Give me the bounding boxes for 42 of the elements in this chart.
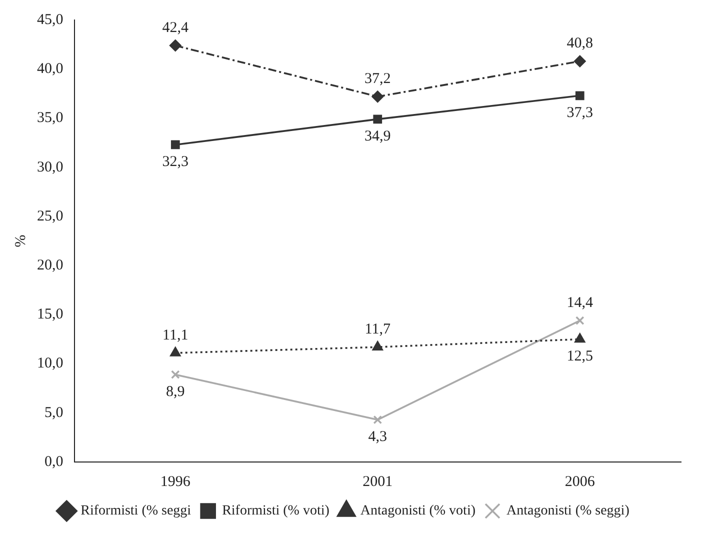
- y-tick-label: 35,0: [37, 110, 64, 126]
- y-axis-title: %: [12, 234, 29, 248]
- data-label: 4,3: [368, 429, 387, 446]
- legend-label: Riformisti (% seggi: [80, 504, 192, 519]
- data-label: 40,8: [566, 36, 593, 52]
- point: [169, 40, 182, 52]
- point: [574, 55, 586, 68]
- point: [574, 333, 586, 343]
- y-tick-label: 10,0: [37, 356, 64, 372]
- y-tick-label: 25,0: [37, 208, 64, 224]
- point: [575, 91, 584, 100]
- point: [372, 90, 384, 103]
- point: [372, 341, 383, 350]
- data-label: 37,2: [364, 71, 391, 88]
- y-tick-label: 30,0: [37, 159, 64, 176]
- y-tick-label: 5,0: [44, 404, 64, 421]
- legend-label: Antagonisti (% voti): [360, 504, 476, 519]
- y-tick-label: 45,0: [37, 12, 64, 28]
- data-label: 42,4: [162, 20, 189, 36]
- y-tick-label: 15,0: [37, 306, 64, 323]
- x-tick-label: 2001: [362, 474, 393, 490]
- data-label: 32,3: [162, 154, 188, 170]
- y-tick-label: 20,0: [37, 257, 64, 274]
- legend-label: Antagonisti (% seggi): [506, 504, 630, 519]
- x-tick-label: 2006: [564, 474, 596, 490]
- legend-label: Riformisti (% voti): [222, 504, 330, 519]
- data-label: 34,9: [364, 128, 391, 145]
- point: [170, 140, 180, 150]
- data-label: 11,7: [364, 322, 391, 338]
- data-label: 8,9: [166, 384, 185, 400]
- y-tick-label: 0,0: [44, 454, 64, 470]
- point: [373, 415, 382, 424]
- point: [170, 347, 181, 356]
- data-label: 37,3: [566, 105, 593, 122]
- point: [170, 370, 180, 380]
- point: [373, 114, 382, 124]
- data-label: 14,4: [566, 294, 594, 311]
- y-tick-label: 40,0: [37, 61, 64, 78]
- data-label: 12,5: [566, 348, 593, 365]
- x-tick-label: 1996: [160, 474, 191, 490]
- point: [575, 316, 584, 325]
- data-label: 11,1: [162, 327, 188, 344]
